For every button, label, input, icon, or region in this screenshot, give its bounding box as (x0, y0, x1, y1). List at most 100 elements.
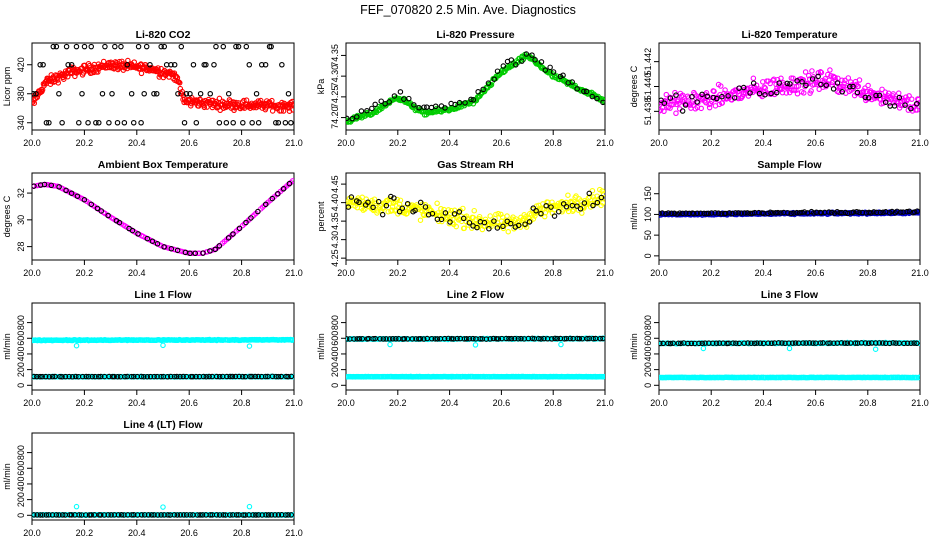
y-tick-label: 4.45 (330, 175, 340, 193)
data-point (665, 340, 671, 347)
data-point (151, 512, 157, 518)
x-tick-label: 20.6 (180, 398, 198, 408)
data-point (463, 336, 470, 342)
data-point (897, 209, 904, 215)
data-point (216, 95, 223, 102)
data-point (519, 58, 525, 64)
data-point (351, 336, 357, 342)
data-point (213, 373, 220, 380)
data-point (73, 342, 80, 349)
x-tick-label: 20.2 (389, 138, 407, 148)
panel-2: Li-820 Pressure 20.0 20.2 20.4 20.6 20.8 21.0 7… (316, 29, 614, 148)
plot-area (32, 178, 294, 257)
data-point (223, 120, 230, 126)
data-point (273, 373, 279, 380)
data-point (831, 340, 837, 346)
data-point (865, 340, 872, 346)
data-point (275, 120, 282, 126)
data-point (34, 373, 40, 380)
panel-title: Line 2 Flow (447, 289, 505, 301)
series-slow (659, 73, 920, 114)
data-point (393, 335, 399, 342)
data-point (560, 201, 567, 207)
data-point (65, 61, 71, 68)
data-point (456, 209, 463, 215)
data-point (59, 512, 66, 518)
data-point (193, 120, 200, 126)
data-point (129, 227, 136, 234)
data-point (197, 91, 204, 97)
data-point (53, 512, 60, 518)
data-point (785, 210, 791, 216)
data-point (845, 75, 852, 81)
data-point (705, 210, 712, 217)
data-point (842, 340, 848, 346)
data-point (354, 114, 360, 120)
data-point (791, 210, 797, 216)
data-point (69, 374, 76, 380)
y-axis-label: ml/min (2, 463, 12, 490)
data-point (911, 209, 918, 215)
data-point (230, 120, 236, 126)
data-point (40, 61, 46, 68)
data-point (482, 216, 489, 223)
data-point (450, 336, 457, 342)
y-tick-label: 51.438 (643, 98, 653, 126)
data-point (253, 91, 260, 97)
data-point (834, 80, 841, 86)
data-point (663, 210, 669, 217)
data-point (158, 512, 164, 518)
data-point (240, 120, 246, 126)
x-tick-label: 20.0 (23, 268, 41, 278)
y-tick-label: 30 (16, 215, 26, 225)
data-point (803, 82, 809, 89)
data-point (722, 87, 728, 93)
data-point (358, 108, 365, 114)
data-point (68, 190, 75, 196)
data-point (233, 512, 240, 518)
data-point (500, 223, 506, 230)
data-point (775, 209, 781, 216)
series-slow (32, 180, 293, 257)
data-point (409, 336, 416, 342)
data-point (837, 209, 843, 216)
data-point (729, 210, 735, 217)
data-point (558, 341, 564, 348)
data-point (227, 373, 233, 380)
data-point (775, 340, 782, 346)
data-point (154, 91, 160, 97)
data-point (43, 120, 50, 126)
x-tick-label: 20.4 (128, 528, 146, 538)
panel-6: Sample Flow 20.0 20.2 20.4 20.6 20.8 21.0 0 50 10… (629, 159, 929, 278)
data-point (37, 512, 44, 518)
data-point (800, 340, 806, 346)
data-point (663, 91, 670, 98)
data-point (62, 373, 69, 380)
data-point (574, 203, 580, 209)
data-point (730, 340, 736, 346)
x-tick-label: 20.8 (233, 528, 251, 538)
data-point (550, 69, 557, 75)
series-fast_high (32, 336, 294, 349)
data-point (538, 336, 544, 342)
x-tick-label: 20.2 (76, 528, 94, 538)
data-point (288, 512, 294, 518)
x-tick-label: 20.4 (128, 268, 146, 278)
data-point (661, 108, 667, 115)
y-tick-label: 0 (643, 253, 653, 258)
data-point (538, 59, 545, 65)
data-point (447, 219, 453, 225)
data-point (174, 373, 180, 380)
y-axis-label: ml/min (629, 333, 639, 360)
data-point (95, 373, 102, 380)
data-point (193, 373, 199, 380)
data-point (782, 340, 788, 346)
data-point (773, 89, 780, 96)
data-point (475, 88, 481, 95)
data-point (249, 120, 255, 126)
data-point (269, 97, 275, 104)
data-point (699, 340, 705, 347)
data-point (518, 335, 524, 342)
data-point (76, 120, 82, 126)
y-tick-label: 600 (330, 331, 340, 346)
